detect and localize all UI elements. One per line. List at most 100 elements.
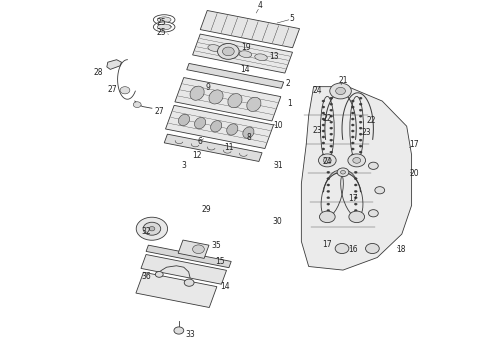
Circle shape	[354, 203, 357, 205]
Circle shape	[318, 154, 336, 167]
Circle shape	[351, 148, 354, 150]
Circle shape	[348, 154, 366, 167]
Circle shape	[174, 327, 184, 334]
Ellipse shape	[223, 48, 236, 54]
Text: 32: 32	[141, 227, 151, 236]
Circle shape	[351, 130, 354, 132]
Ellipse shape	[178, 114, 190, 126]
Circle shape	[330, 97, 333, 99]
Circle shape	[368, 162, 378, 170]
Text: 35: 35	[212, 241, 221, 250]
Text: 27: 27	[154, 107, 164, 116]
Text: 25: 25	[157, 18, 167, 27]
Circle shape	[322, 118, 325, 120]
Circle shape	[330, 115, 333, 117]
Text: 18: 18	[396, 245, 406, 254]
Circle shape	[354, 171, 357, 173]
Text: 30: 30	[272, 217, 282, 226]
Text: 11: 11	[224, 143, 234, 152]
Circle shape	[351, 106, 354, 108]
Text: 2: 2	[286, 79, 291, 88]
Circle shape	[359, 97, 362, 99]
Ellipse shape	[209, 90, 223, 104]
Text: 13: 13	[270, 51, 279, 60]
Circle shape	[330, 145, 333, 147]
Text: 1: 1	[287, 99, 292, 108]
Circle shape	[322, 130, 325, 132]
Bar	[136, 272, 217, 307]
Circle shape	[327, 190, 330, 193]
Text: 8: 8	[246, 132, 251, 141]
Text: 31: 31	[273, 161, 283, 170]
Circle shape	[359, 145, 362, 147]
Text: 24: 24	[313, 86, 322, 95]
Circle shape	[322, 136, 325, 138]
Ellipse shape	[157, 17, 171, 23]
Text: 10: 10	[273, 121, 283, 130]
Ellipse shape	[208, 45, 220, 51]
Circle shape	[353, 158, 361, 163]
Circle shape	[368, 210, 378, 217]
Text: 23: 23	[362, 128, 371, 137]
Bar	[146, 245, 231, 268]
Ellipse shape	[153, 15, 175, 25]
Polygon shape	[301, 87, 412, 270]
Ellipse shape	[211, 121, 222, 132]
Circle shape	[351, 100, 354, 102]
Circle shape	[322, 124, 325, 126]
Ellipse shape	[227, 124, 238, 135]
Circle shape	[354, 190, 357, 193]
Circle shape	[375, 186, 385, 194]
Circle shape	[319, 211, 335, 222]
Circle shape	[359, 151, 362, 153]
Text: 17: 17	[322, 240, 332, 249]
Circle shape	[330, 133, 333, 135]
Polygon shape	[107, 60, 122, 69]
Ellipse shape	[247, 97, 261, 112]
Text: 27: 27	[108, 85, 118, 94]
Circle shape	[120, 87, 130, 94]
Text: 17: 17	[409, 140, 419, 149]
Bar	[200, 10, 299, 48]
Bar	[178, 240, 209, 258]
Circle shape	[330, 103, 333, 105]
Circle shape	[330, 121, 333, 123]
Circle shape	[323, 158, 331, 163]
Ellipse shape	[239, 51, 252, 58]
Circle shape	[351, 118, 354, 120]
Circle shape	[354, 210, 357, 212]
Circle shape	[327, 197, 330, 199]
Bar	[187, 63, 284, 88]
Circle shape	[327, 210, 330, 212]
Circle shape	[337, 168, 349, 176]
Circle shape	[359, 133, 362, 135]
Circle shape	[354, 177, 357, 180]
Circle shape	[327, 184, 330, 186]
Circle shape	[330, 109, 333, 111]
Circle shape	[218, 44, 239, 59]
Circle shape	[222, 47, 234, 56]
Circle shape	[330, 127, 333, 129]
Text: 19: 19	[241, 42, 251, 51]
Bar	[166, 105, 273, 149]
Circle shape	[351, 154, 354, 156]
Text: 16: 16	[348, 245, 358, 254]
Text: 4: 4	[257, 1, 262, 10]
Circle shape	[351, 112, 354, 114]
Text: 9: 9	[206, 83, 211, 92]
Circle shape	[351, 142, 354, 144]
Text: 21: 21	[338, 76, 348, 85]
Ellipse shape	[228, 94, 242, 108]
Circle shape	[327, 171, 330, 173]
Circle shape	[359, 121, 362, 123]
Circle shape	[341, 171, 345, 174]
Bar	[164, 134, 262, 161]
Circle shape	[330, 139, 333, 141]
Circle shape	[330, 83, 351, 99]
Ellipse shape	[190, 86, 204, 100]
Text: 25: 25	[157, 28, 167, 37]
Text: 3: 3	[181, 161, 186, 170]
Text: 14: 14	[220, 282, 230, 291]
Ellipse shape	[157, 24, 171, 30]
Circle shape	[359, 139, 362, 141]
